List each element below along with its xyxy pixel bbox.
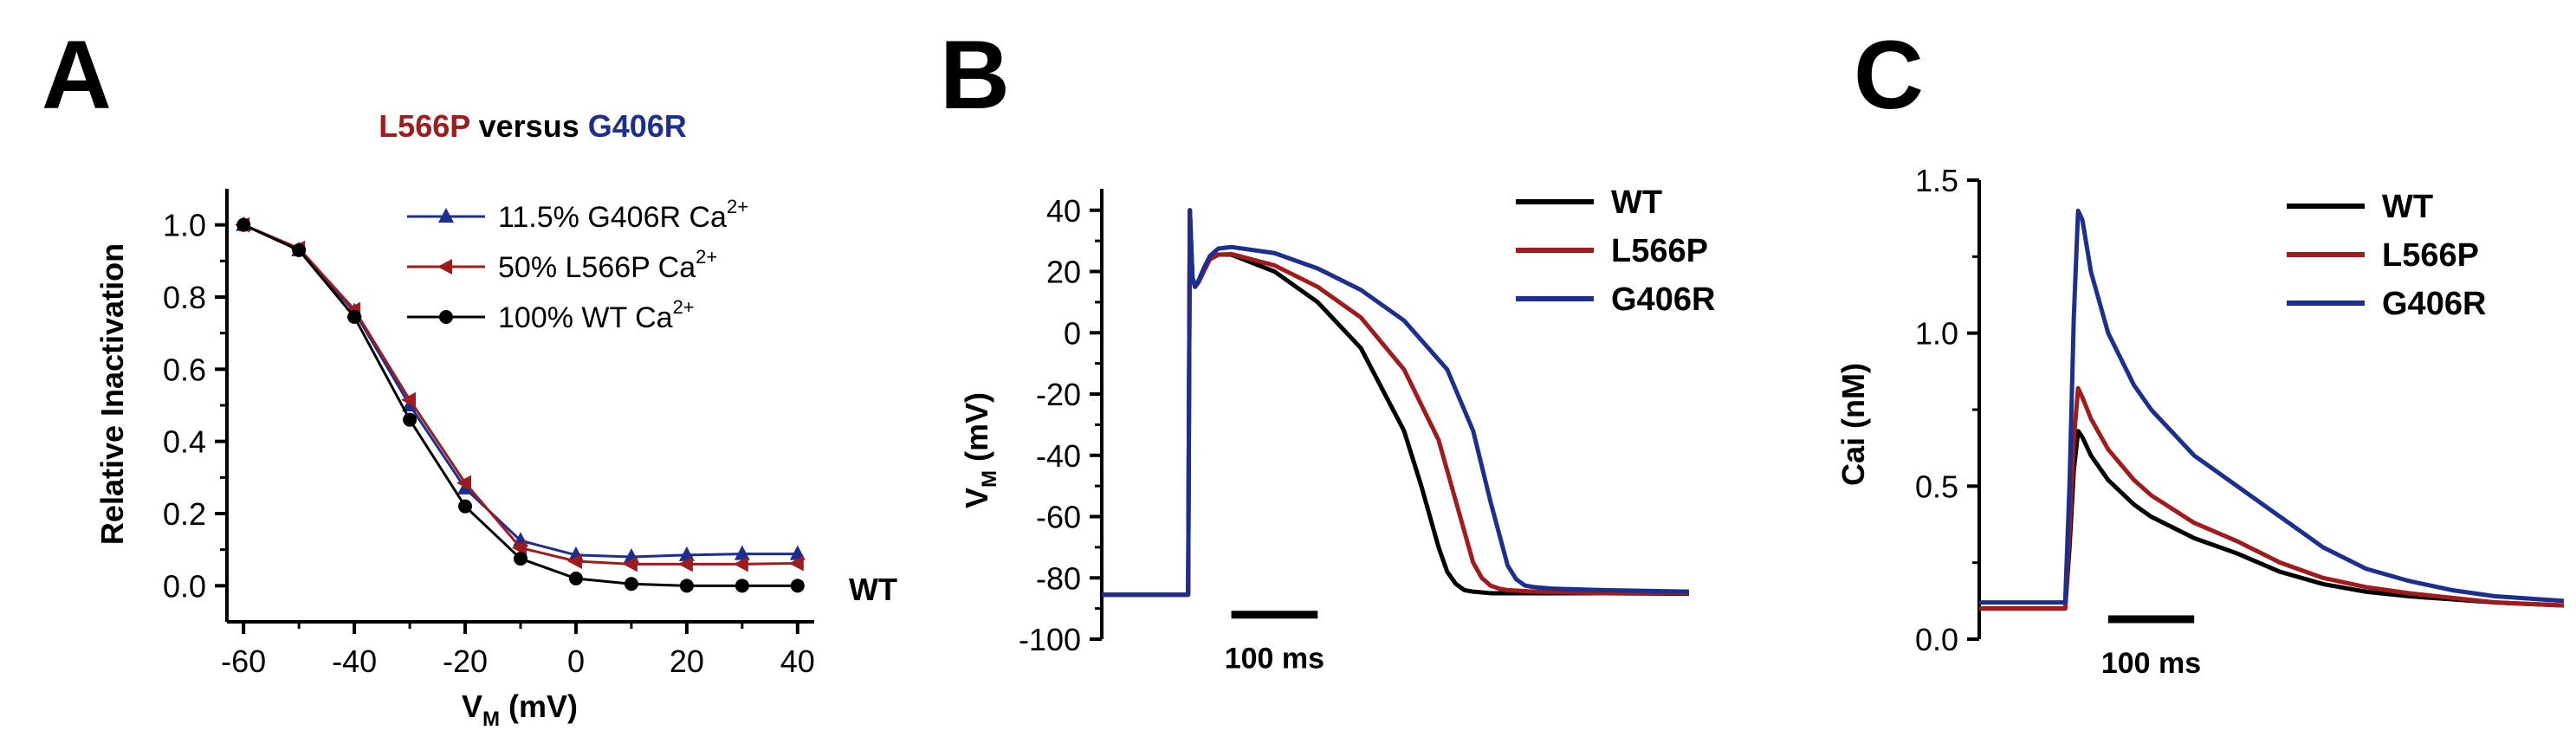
panel-c-legend-label-g406r: G406R (2382, 286, 2486, 322)
panel-c: C 0.0 0.5 1.0 1.5 100 ms Cai (nM) WT L566P G40… (1835, 21, 2565, 680)
panel-a-label: A (42, 21, 112, 129)
panel-b-scalebar-label: 100 ms (1225, 643, 1324, 676)
panel-a-legend-label-wt: 100% WT Ca2+ (498, 296, 695, 334)
panel-a-x-axis-label-unit: (mV) (508, 689, 578, 724)
panel-a-point-l566p (622, 556, 638, 572)
panel-b-y-tick-label: -20 (1036, 377, 1081, 412)
panel-a-point-l566p (566, 553, 582, 569)
panel-a-x-axis-label: VM (mV) (462, 689, 578, 731)
panel-b-y-axis-label: VM (mV) (959, 392, 1001, 508)
panel-a-point-wt (292, 242, 307, 257)
panel-c-trace-g406r (1979, 208, 2565, 605)
panel-b-legend-label-g406r: G406R (1611, 281, 1715, 318)
panel-a-point-g406r (734, 545, 750, 560)
panel-c-y-tick-label: 0.0 (1915, 622, 1958, 657)
panel-a-y-axis-label: Relative Inactivation (94, 243, 130, 545)
panel-a-plot-area: 0.0 0.2 0.4 0.6 0.8 1.0 -60 -40 -20 0 20 40 (163, 189, 815, 679)
panel-a-y-tick-label: 0.0 (163, 568, 206, 604)
panel-a-y-tick-label: 0.2 (163, 496, 206, 532)
panel-a-point-l566p (401, 391, 417, 408)
panel-a-x-tick-label: 0 (567, 643, 585, 679)
panel-a: A L566P versus G406R 0.0 0.2 0.4 0.6 0.8 1.0 -… (42, 21, 897, 731)
legend-superscript: 2+ (673, 296, 695, 318)
panel-c-y-tick-label: 0.5 (1915, 469, 1958, 504)
panel-a-point-wt (403, 412, 417, 427)
legend-text: 50% L566P Ca (498, 251, 696, 284)
panel-a-point-wt (735, 579, 749, 593)
panel-b-legend: WT L566P G406R (1516, 184, 1715, 318)
panel-a-title-mutant-2: G406R (588, 108, 687, 144)
panel-c-y-tick-label: 1.0 (1915, 316, 1958, 352)
legend-text: 11.5% G406R Ca (498, 201, 727, 234)
panel-a-y-tick-label: 0.8 (163, 280, 206, 315)
panel-a-y-tick-label: 1.0 (163, 208, 206, 243)
panel-b-trace-g406r (1102, 208, 1690, 598)
legend-superscript: 2+ (696, 246, 717, 268)
panel-a-point-wt (790, 579, 805, 593)
panel-a-x-axis-label-v: V (462, 689, 482, 724)
panel-b: B -100 -80 -60 -40 -20 0 20 40 100 ms VM (mV) WT L… (940, 21, 1715, 676)
panel-a-title: L566P versus G406R (379, 108, 687, 144)
panel-a-x-tick-label: -60 (221, 643, 266, 679)
panel-b-y-tick-label: -40 (1036, 438, 1081, 474)
panel-a-point-wt (458, 499, 473, 514)
panel-b-y-axis-label-sub: M (978, 470, 1001, 488)
panel-b-y-tick-label: -60 (1036, 500, 1081, 535)
panel-c-legend: WT L566P G406R (2287, 189, 2486, 322)
panel-a-x-tick-label: 40 (780, 643, 815, 679)
panel-a-point-l566p (512, 540, 527, 556)
legend-superscript: 2+ (727, 196, 748, 217)
panel-a-legend-label-l566p: 50% L566P Ca2+ (498, 246, 717, 284)
panel-c-y-tick-label: 1.5 (1915, 163, 1958, 198)
panel-a-point-wt (236, 217, 251, 232)
panel-a-point-wt (679, 579, 694, 593)
panel-b-y-tick-label: -80 (1036, 560, 1081, 596)
panel-a-title-mutant-1: L566P (379, 108, 469, 144)
panel-c-legend-label-l566p: L566P (2382, 237, 2479, 274)
panel-a-x-tick-label: 20 (670, 643, 704, 679)
panel-b-y-tick-label: 0 (1064, 315, 1081, 351)
panel-a-legend-marker-l566p (437, 259, 452, 275)
panel-a-legend: 11.5% G406R Ca2+50% L566P Ca2+100% WT Ca… (407, 196, 748, 334)
panel-a-point-l566p (788, 555, 804, 572)
panel-a-point-l566p (677, 556, 693, 572)
panel-b-y-tick-label: -100 (1019, 622, 1081, 657)
panel-b-y-axis-label-v: V (959, 488, 994, 508)
panel-a-legend-marker-g406r (438, 208, 454, 223)
legend-text: 100% WT Ca (498, 301, 673, 334)
panel-c-trace-l566p (1979, 385, 2565, 611)
panel-a-point-wt (514, 552, 527, 566)
panel-a-x-axis-label-sub: M (482, 708, 500, 731)
panel-a-x-tick-label: -20 (443, 643, 488, 679)
panel-a-title-versus: versus (479, 108, 579, 144)
panel-a-y-tick-label: 0.4 (163, 424, 206, 460)
panel-a-point-wt (347, 309, 362, 324)
panel-a-x-tick-label: -40 (332, 643, 377, 679)
panel-a-point-wt (624, 577, 638, 592)
panel-a-point-l566p (733, 556, 748, 572)
panel-b-legend-label-wt: WT (1611, 184, 1662, 221)
panel-b-y-tick-label: 40 (1046, 193, 1081, 229)
panel-c-scalebar-label: 100 ms (2101, 647, 2201, 680)
panel-c-plot-area: 0.0 0.5 1.0 1.5 100 ms (1915, 163, 2565, 680)
panel-a-legend-label-g406r: 11.5% G406R Ca2+ (498, 196, 748, 234)
panel-b-label: B (940, 21, 1010, 129)
panel-c-legend-label-wt: WT (2382, 189, 2433, 225)
panel-a-wt-annotation: WT (849, 572, 897, 607)
panel-a-point-wt (568, 572, 583, 585)
panel-b-plot-area: -100 -80 -60 -40 -20 0 20 40 100 ms (1019, 189, 1690, 676)
panel-b-y-axis-label-unit: (mV) (959, 392, 994, 462)
panel-c-label: C (1854, 21, 1924, 129)
panel-c-y-axis-label: Cai (nM) (1835, 363, 1871, 486)
panel-a-y-tick-label: 0.6 (163, 352, 206, 387)
panel-a-legend-marker-wt (439, 310, 453, 324)
panel-a-point-g406r (789, 545, 806, 560)
panel-b-y-tick-label: 20 (1046, 255, 1081, 290)
panel-b-legend-label-l566p: L566P (1611, 233, 1708, 269)
panel-a-point-l566p (456, 475, 472, 491)
